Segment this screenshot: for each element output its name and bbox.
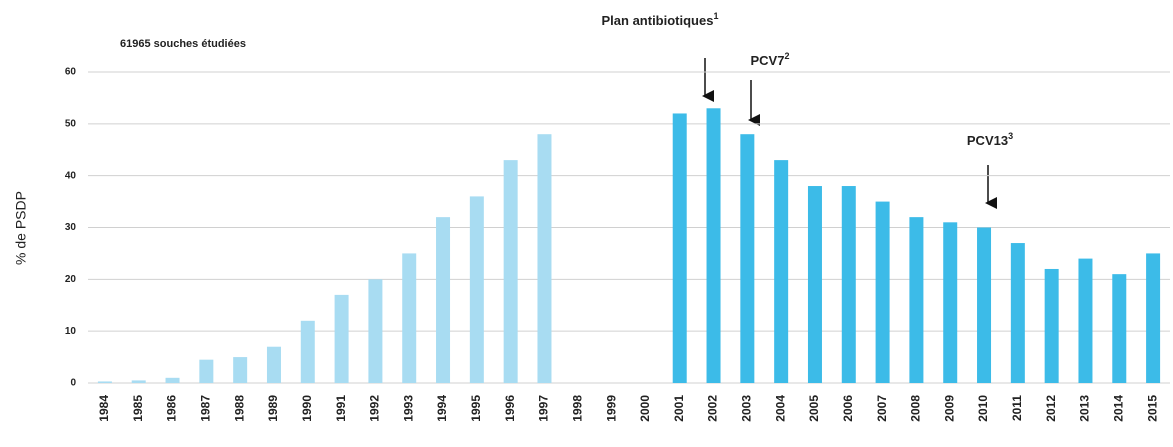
x-tick-label: 1986: [165, 395, 179, 422]
bar: [841, 186, 856, 383]
x-tick-label: 2013: [1078, 395, 1092, 422]
x-tick-label: 1999: [604, 395, 618, 422]
x-tick-label: 1991: [334, 395, 348, 422]
annotation-text: Plan antibiotiques: [602, 13, 714, 28]
bar: [402, 253, 417, 383]
bar: [977, 227, 992, 383]
x-tick-label: 1992: [368, 395, 382, 422]
annotation-text: PCV13: [967, 133, 1008, 148]
x-tick-label: 2007: [875, 395, 889, 422]
x-tick-label: 1995: [469, 395, 483, 422]
bar: [672, 113, 687, 383]
annotation: Plan antibiotiques1: [602, 11, 719, 28]
x-tick-label: 2000: [638, 395, 652, 422]
y-tick-label: 0: [70, 378, 76, 389]
annotation-sup: 1: [713, 11, 718, 21]
bar: [165, 377, 180, 383]
bar: [266, 346, 281, 383]
x-tick-label: 1990: [300, 395, 314, 422]
bar: [807, 186, 822, 383]
y-tick-label: 20: [65, 274, 77, 285]
x-tick-label: 1984: [97, 395, 111, 422]
y-tick-label: 30: [65, 222, 77, 233]
subtitle: 61965 souches étudiées: [120, 38, 246, 50]
bar: [875, 201, 890, 383]
annotation-sup: 2: [784, 51, 789, 61]
y-tick-label: 50: [65, 118, 77, 129]
x-tick-label: 2014: [1111, 395, 1125, 422]
annotation: PCV72: [751, 51, 790, 68]
x-tick-label: 1985: [131, 395, 145, 422]
bar: [537, 134, 552, 383]
bar: [199, 359, 214, 383]
bar: [1146, 253, 1161, 383]
x-tick-label: 2009: [942, 395, 956, 422]
annotation: PCV133: [967, 131, 1013, 148]
x-tick-label: 2011: [1010, 395, 1024, 421]
x-tick-label: 2010: [976, 395, 990, 422]
bar: [1010, 243, 1025, 383]
x-tick-label: 1993: [401, 395, 415, 422]
bar: [97, 381, 112, 383]
bar: [469, 196, 484, 383]
bar: [706, 108, 721, 384]
bar: [1078, 258, 1093, 383]
x-tick-label: 2012: [1044, 395, 1058, 422]
bar: [300, 320, 315, 383]
annotation-text: PCV7: [751, 53, 785, 68]
bar: [1044, 268, 1059, 383]
bar: [909, 217, 924, 383]
x-tick-label: 1988: [232, 395, 246, 422]
bar: [943, 222, 958, 383]
annotation-sup: 3: [1008, 131, 1013, 141]
bar: [1112, 274, 1127, 383]
x-tick-label: 1997: [537, 395, 551, 422]
x-tick-label: 2003: [740, 395, 754, 422]
y-tick-label: 10: [65, 326, 77, 337]
bar: [740, 134, 755, 383]
bar: [503, 160, 518, 383]
bar: [131, 380, 146, 383]
bar: [368, 279, 383, 383]
x-tick-label: 1998: [570, 395, 584, 422]
bar: [436, 217, 451, 383]
x-tick-label: 2006: [841, 395, 855, 422]
y-tick-label: 60: [65, 67, 77, 78]
x-tick-label: 1989: [266, 395, 280, 422]
y-axis-label: % de PSDP: [13, 191, 29, 265]
x-tick-label: 2002: [706, 395, 720, 422]
bar: [233, 357, 248, 383]
x-tick-label: 1987: [199, 395, 213, 422]
x-tick-label: 2008: [909, 395, 923, 422]
x-tick-label: 2004: [773, 395, 787, 422]
bar: [334, 294, 349, 383]
x-tick-label: 2005: [807, 395, 821, 422]
x-tick-label: 2015: [1145, 395, 1159, 422]
x-tick-label: 1996: [503, 395, 517, 422]
bar: [774, 160, 789, 383]
x-tick-label: 2001: [672, 395, 686, 422]
y-tick-label: 40: [65, 170, 77, 181]
x-tick-label: 1994: [435, 395, 449, 422]
